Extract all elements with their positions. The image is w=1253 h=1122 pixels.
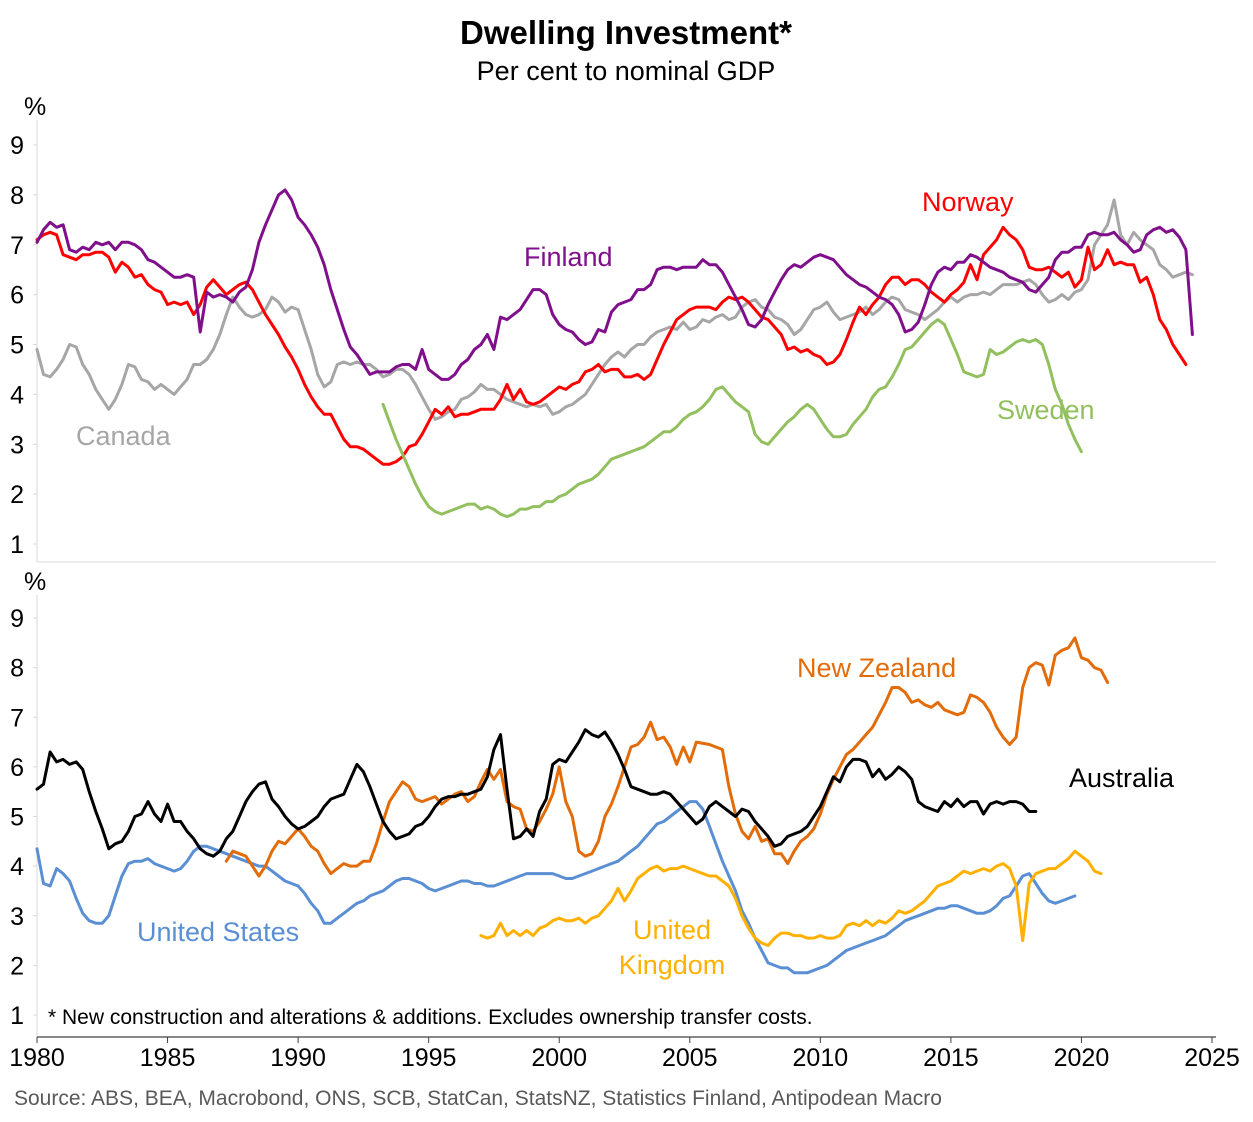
- bottom-panel-y-tick-label-7: 7: [10, 704, 24, 732]
- top-panel-y-tick-label-8: 8: [10, 182, 24, 210]
- bottom-panel-unit-label: %: [24, 568, 46, 596]
- x-tick-label-2025: 2025: [1184, 1044, 1240, 1072]
- top-panel-y-tick-label-7: 7: [10, 232, 24, 260]
- united-kingdom-label-line1: United: [633, 915, 711, 945]
- chart-title: Dwelling Investment*: [460, 14, 792, 51]
- source-note: Source: ABS, BEA, Macrobond, ONS, SCB, S…: [14, 1087, 942, 1110]
- x-tick-label-2020: 2020: [1054, 1044, 1110, 1072]
- top-panel-y-tick-label-9: 9: [10, 132, 24, 160]
- bottom-panel-y-tick-label-8: 8: [10, 655, 24, 683]
- chart-subtitle: Per cent to nominal GDP: [477, 56, 776, 86]
- x-tick-label-1995: 1995: [401, 1044, 457, 1072]
- canada-series-line: [35, 198, 1194, 421]
- norway-series-line: [35, 225, 1188, 466]
- united-states-series-line: [35, 800, 1077, 975]
- bottom-panel-y-tick-label-9: 9: [10, 605, 24, 633]
- top-panel-y-tick-label-1: 1: [10, 531, 24, 559]
- sweden-series-line: [381, 318, 1083, 519]
- x-tick-label-1985: 1985: [140, 1044, 196, 1072]
- x-tick-label-1990: 1990: [270, 1044, 326, 1072]
- top-panel-unit-label: %: [24, 93, 46, 121]
- bottom-panel-y-tick-label-2: 2: [10, 952, 24, 980]
- australia-label: Australia: [1069, 763, 1175, 793]
- bottom-panel-y-tick-label-4: 4: [10, 853, 24, 881]
- bottom-panel-y-tick-label-6: 6: [10, 754, 24, 782]
- top-panel-y-tick-label-5: 5: [10, 332, 24, 360]
- top-panel-y-tick-label-6: 6: [10, 282, 24, 310]
- bottom-panel-y-tick-label-1: 1: [10, 1002, 24, 1030]
- top-panel-y-tick-label-3: 3: [10, 431, 24, 459]
- australia-series-line: [35, 728, 1038, 858]
- new-zealand-label: New Zealand: [797, 653, 956, 683]
- x-tick-label-2015: 2015: [923, 1044, 979, 1072]
- bottom-panel-y-tick-label-3: 3: [10, 903, 24, 931]
- x-tick-label-2005: 2005: [662, 1044, 718, 1072]
- x-tick-label-2000: 2000: [531, 1044, 587, 1072]
- sweden-label: Sweden: [997, 395, 1095, 425]
- united-states-label: United States: [137, 917, 299, 947]
- united-kingdom-label-line2: Kingdom: [619, 950, 726, 980]
- x-tick-label-2010: 2010: [793, 1044, 849, 1072]
- footnote: * New construction and alterations & add…: [48, 1006, 813, 1029]
- top-panel-y-tick-label-2: 2: [10, 481, 24, 509]
- finland-label: Finland: [524, 242, 613, 272]
- norway-label: Norway: [922, 187, 1014, 217]
- series-lines-layer: [35, 188, 1194, 975]
- bottom-panel-y-tick-label-5: 5: [10, 804, 24, 832]
- axes-layer: 1 2 3 4 5 6 7 8 9 1 2 3 4 5 6 7 8 9 1980 1985 1990 1995 2000 20…: [9, 120, 1240, 1072]
- x-tick-label-1980: 1980: [9, 1044, 65, 1072]
- finland-series-line: [35, 188, 1194, 381]
- top-panel-y-tick-label-4: 4: [10, 381, 24, 409]
- new-zealand-series-line: [224, 636, 1110, 878]
- united-kingdom-series-line: [479, 849, 1103, 947]
- canada-label: Canada: [76, 421, 172, 451]
